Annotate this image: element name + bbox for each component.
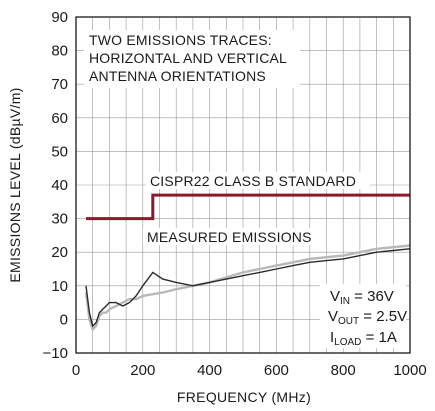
y-tick-label: 0 xyxy=(60,311,68,328)
condition-iload: ILOAD = 1A xyxy=(330,329,397,348)
title-line: ANTENNA ORIENTATIONS xyxy=(89,68,266,84)
x-tick-label: 800 xyxy=(331,362,356,379)
plot-frame xyxy=(75,16,411,354)
emissions-trace-horizontal xyxy=(85,248,411,328)
y-axis-title: EMISSIONS LEVEL (dBµV/m) xyxy=(7,87,23,282)
measured-annotation: MEASURED EMISSIONS xyxy=(143,228,324,245)
condition-vout: VOUT = 2.5V xyxy=(328,308,407,327)
y-tick-label: 60 xyxy=(51,110,68,127)
y-tick-label: −10 xyxy=(43,345,68,362)
y-tick-label: 90 xyxy=(51,9,68,26)
x-tick-label: 600 xyxy=(264,362,289,379)
x-tick-label: 200 xyxy=(130,362,155,379)
series-group xyxy=(84,193,411,332)
y-tick-label: 50 xyxy=(51,143,68,160)
x-axis-title: FREQUENCY (MHz) xyxy=(177,389,311,405)
x-tick-label: 1000 xyxy=(393,362,426,379)
standard-limit-line xyxy=(86,193,410,221)
x-tick-label: 400 xyxy=(197,362,222,379)
y-tick-label: 70 xyxy=(51,76,68,93)
title-line: HORIZONTAL AND VERTICAL xyxy=(89,50,287,66)
y-tick-label: 30 xyxy=(51,211,68,228)
title-line: TWO EMISSIONS TRACES: xyxy=(89,32,272,48)
emissions-trace-vertical xyxy=(84,244,411,332)
standard-label: CISPR22 CLASS B STANDARD xyxy=(150,173,356,189)
x-tick-label: 0 xyxy=(72,362,80,379)
standard-annotation: CISPR22 CLASS B STANDARD xyxy=(146,172,370,189)
title-annotation: TWO EMISSIONS TRACES: HORIZONTAL AND VER… xyxy=(84,30,300,88)
condition-vin: VIN = 36V xyxy=(330,288,394,307)
y-tick-label: 20 xyxy=(51,244,68,261)
conditions-annotation: VIN = 36V VOUT = 2.5V ILOAD = 1A xyxy=(320,284,407,348)
y-tick-label: 80 xyxy=(51,43,68,60)
y-tick-label: 10 xyxy=(51,278,68,295)
measured-label: MEASURED EMISSIONS xyxy=(147,229,312,245)
y-tick-label: 40 xyxy=(51,177,68,194)
